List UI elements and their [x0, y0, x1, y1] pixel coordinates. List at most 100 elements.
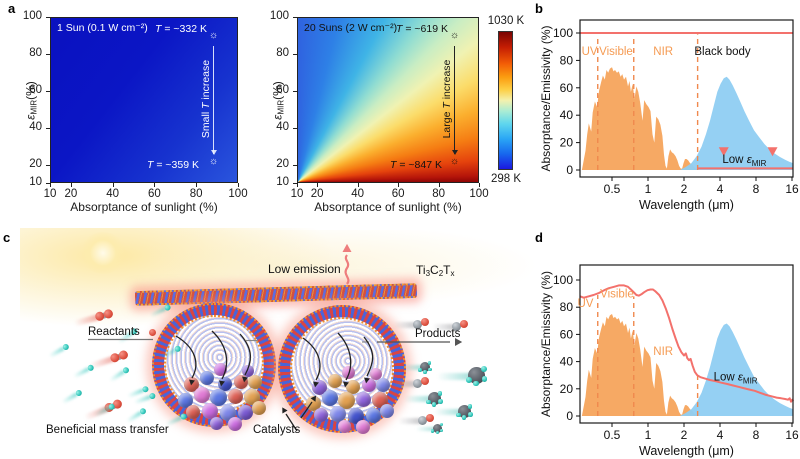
- product-co-molecule: [393, 377, 443, 391]
- x-tick-label: 100: [469, 188, 489, 200]
- atom-hydrogen: [481, 376, 488, 383]
- atom-hydrogen: [435, 431, 439, 435]
- motion-trail: [400, 365, 424, 371]
- x-tick-label: 40: [351, 188, 365, 200]
- heatmap-1sun-condition: 1 Sun (0.1 W cm⁻²): [57, 22, 148, 34]
- atom-carbon: [413, 379, 422, 388]
- x-tick: [154, 183, 156, 187]
- x-tick: [238, 183, 239, 187]
- y-tick: [293, 17, 297, 18]
- x-tick: [479, 183, 480, 187]
- panel-label-a: a: [8, 1, 16, 16]
- y-tick-label: 60: [29, 83, 42, 96]
- atom-hydrogen: [438, 399, 443, 404]
- motion-trail: [404, 396, 432, 403]
- atom-hydrogen: [428, 367, 432, 372]
- heatmap-20suns-condition: 20 Suns (2 W cm⁻²): [304, 22, 398, 34]
- y-tick-label: 100: [22, 10, 42, 22]
- catalyst-nanoparticle: [322, 390, 338, 406]
- product-ch4-molecule: [434, 404, 488, 420]
- reactant-gas-molecule: [61, 381, 95, 405]
- temp-increase-arrow: [210, 46, 217, 155]
- x-axis-title: Absorptance of sunlight (%): [70, 200, 218, 214]
- y-tick-label: 10: [276, 176, 289, 188]
- x-tick-label: 60: [147, 188, 161, 200]
- catalyst-nanoparticle: [338, 392, 355, 409]
- product-ch4-molecule: [436, 366, 498, 387]
- atom-carbon: [433, 424, 443, 434]
- catalyst-nanoparticle: [214, 363, 227, 376]
- vesicle-right: [278, 305, 406, 434]
- motion-trail: [416, 427, 436, 432]
- temp-annotation-bottom: T = ~359 K: [147, 159, 199, 171]
- catalyst-nanoparticle: [248, 375, 262, 389]
- products-label: Products: [415, 328, 461, 340]
- y-tick: [46, 90, 50, 92]
- sun-icon: [80, 232, 126, 274]
- atom-oxygen: [421, 377, 429, 385]
- x-tick-label: 100: [228, 188, 248, 200]
- colorbar-min-label: 298 K: [490, 173, 522, 185]
- x-tick: [357, 183, 359, 187]
- x-tick: [112, 183, 114, 187]
- catalyst-nanoparticle: [338, 420, 351, 433]
- atom-oxygen: [421, 318, 429, 326]
- motion-trail: [436, 372, 474, 381]
- product-ch4-molecule: [404, 391, 458, 407]
- y-tick-label: 10: [29, 176, 42, 188]
- panel-label-c: c: [3, 230, 11, 245]
- y-tick-label: 20: [29, 157, 42, 170]
- atom-hydrogen: [480, 366, 487, 372]
- y-tick-label: 80: [276, 46, 289, 59]
- y-tick-label: 100: [269, 10, 289, 22]
- heatmap-20suns: 20 Suns (2 W cm⁻²) T = ~619 K T = ~847 K…: [297, 17, 479, 183]
- atom-hydrogen: [427, 361, 432, 365]
- material-label: Ti3C2Tx: [416, 263, 455, 278]
- y-tick: [293, 183, 297, 184]
- catalyst-nanoparticle: [210, 389, 227, 406]
- y-tick: [293, 90, 297, 92]
- x-tick: [317, 183, 319, 187]
- data-point-marker: ☼: [450, 156, 460, 167]
- product-co-molecule: [398, 414, 448, 428]
- atom-hydrogen: [423, 370, 427, 374]
- catalyst-nanoparticle: [210, 417, 223, 430]
- atom-carbon: [468, 367, 485, 384]
- x-tick-label: 10: [290, 188, 304, 200]
- y-tick: [293, 53, 297, 55]
- catalysts-label: Catalysts: [253, 424, 301, 436]
- atom-carbon: [420, 362, 431, 373]
- product-ch4-molecule: [400, 361, 450, 376]
- atom-oxygen: [426, 414, 434, 422]
- catalyst-nanoparticle: [362, 378, 376, 392]
- atom-hydrogen: [467, 404, 473, 409]
- y-tick-label: 60: [276, 83, 289, 96]
- motion-trail: [393, 322, 417, 328]
- atom-hydrogen: [461, 415, 467, 420]
- y-tick: [293, 127, 297, 129]
- y-tick: [46, 164, 50, 166]
- mass-transfer-label: Beneficial mass transfer: [46, 424, 169, 436]
- atom-carbon: [452, 322, 461, 331]
- x-tick-label: 20: [310, 188, 324, 200]
- atom-hydrogen: [431, 402, 437, 407]
- atom-hydrogen: [456, 412, 461, 418]
- x-axis-title: Absorptance of sunlight (%): [314, 200, 462, 214]
- data-point-marker: ☼: [450, 30, 460, 41]
- data-point-marker: ☼: [209, 156, 219, 167]
- y-tick-label: 40: [276, 120, 289, 133]
- atom-hydrogen: [466, 377, 472, 383]
- catalyst-nanoparticle: [238, 405, 253, 420]
- motion-trail: [432, 324, 456, 330]
- atom-carbon: [413, 320, 422, 329]
- reactant-dot: [149, 329, 156, 336]
- x-tick: [297, 183, 298, 187]
- motion-trail: [393, 381, 417, 387]
- x-tick-label: 20: [64, 188, 78, 200]
- panel-label-b: b: [535, 1, 543, 16]
- atom-hydrogen: [426, 399, 431, 405]
- catalyst-nanoparticle: [234, 375, 248, 389]
- atom-hydrogen: [439, 423, 443, 427]
- temp-annotation-top: T = ~332 K: [155, 23, 207, 35]
